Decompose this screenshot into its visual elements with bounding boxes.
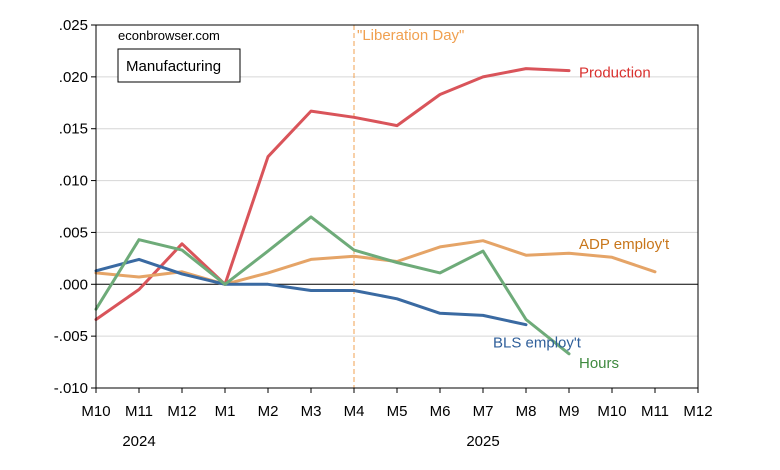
x-axis: M10 M11 M12 M1 M2 M3 M4 M5 M6 M7 M8 M9 M10 M11 M12 2024…: [81, 388, 713, 450]
source-label: econbrowser.com: [118, 28, 220, 43]
x-tick-label: M8: [516, 403, 537, 420]
liberation-day-label: "Liberation Day": [357, 27, 464, 44]
year-label: 2025: [466, 433, 499, 450]
y-tick-label: -.010: [54, 380, 88, 397]
x-tick-label: M9: [559, 403, 580, 420]
series-label-bls-employ-t: BLS employ't: [493, 334, 582, 351]
x-tick-label: M5: [387, 403, 408, 420]
y-tick-label: .000: [59, 276, 88, 293]
y-axis: .025 .020 .015 .010 .005 .000 -.005 -.010: [54, 17, 96, 397]
x-tick-label: M4: [344, 403, 365, 420]
y-tick-label: -.005: [54, 328, 88, 345]
x-tick-label: M1: [215, 403, 236, 420]
x-tick-label: M12: [683, 403, 712, 420]
x-tick-label: M10: [81, 403, 110, 420]
x-tick-label: M11: [641, 403, 669, 420]
series-line-hours: [94, 215, 571, 356]
series-line-bls-employ-t: [94, 257, 528, 327]
x-tick-label: M11: [125, 403, 153, 420]
liberation-day-marker: "Liberation Day": [353, 25, 464, 388]
series-lines: [94, 67, 657, 356]
title-box: [117, 48, 241, 83]
series-label-adp-employ-t: ADP employ't: [579, 236, 670, 253]
y-tick-label: .020: [59, 69, 88, 86]
y-tick-label: .015: [59, 121, 88, 138]
year-label: 2024: [122, 433, 155, 450]
x-tick-label: M2: [258, 403, 279, 420]
series-labels: Production ADP employ't BLS employ't Hours: [493, 65, 670, 372]
y-tick-label: .025: [59, 17, 88, 34]
series-line-production: [94, 67, 571, 321]
x-tick-label: M7: [473, 403, 494, 420]
chart-title: Manufacturing: [126, 58, 221, 75]
series-label-production: Production: [579, 65, 651, 82]
series-line-adp-employ-t: [94, 239, 657, 286]
y-tick-label: .010: [59, 173, 88, 190]
x-tick-label: M10: [597, 403, 626, 420]
x-tick-label: M12: [167, 403, 196, 420]
x-tick-label: M6: [430, 403, 451, 420]
series-label-hours: Hours: [579, 355, 619, 372]
x-tick-label: M3: [301, 403, 322, 420]
y-tick-label: .005: [59, 224, 88, 241]
